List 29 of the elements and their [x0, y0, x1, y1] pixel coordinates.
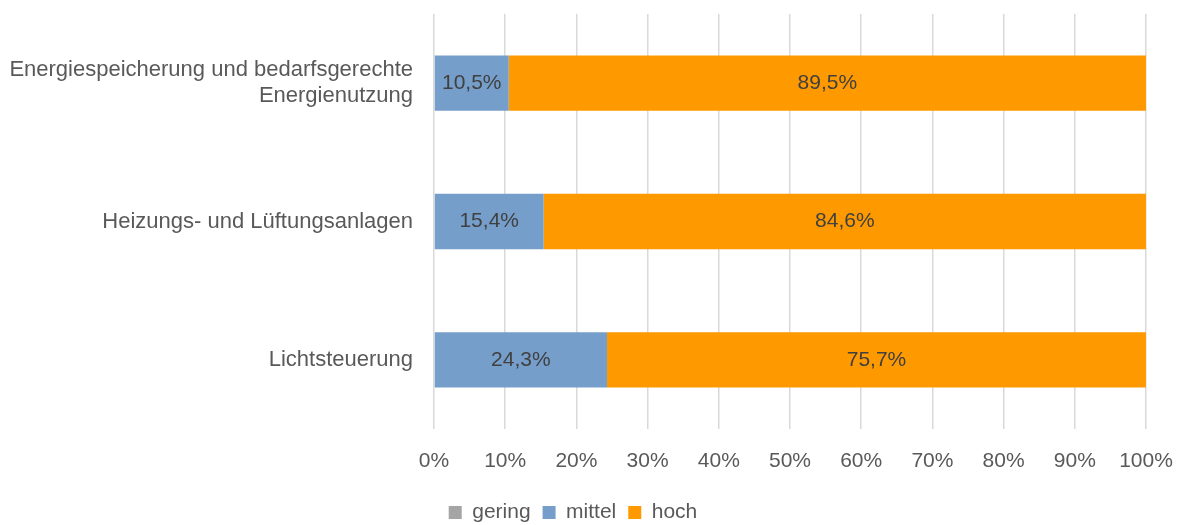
y-tick-label: Heizungs- und Lüftungsanlagen — [102, 207, 413, 233]
data-label: 24,3% — [491, 346, 551, 370]
x-tick-label: 90% — [1053, 448, 1096, 472]
legend-label: hoch — [651, 499, 698, 523]
x-tick-label: 30% — [626, 448, 669, 472]
bar — [543, 193, 1146, 250]
data-label: 75,7% — [846, 346, 907, 370]
x-tick-label: 80% — [982, 448, 1025, 472]
x-tick-label: 40% — [697, 448, 740, 472]
bar — [434, 193, 544, 250]
bar — [607, 332, 1146, 388]
y-tick-label: Energiespeicherung und bedarfsgerechte Energienutzung — [9, 56, 413, 108]
x-tick-label: 50% — [768, 448, 812, 472]
x-tick-label: 0% — [418, 448, 450, 472]
data-label: 15,4% — [459, 208, 519, 232]
data-label: 10,5% — [441, 69, 502, 93]
y-tick-label: Lichtsteuerung — [268, 345, 413, 371]
x-tick-label: 60% — [840, 448, 883, 472]
x-tick-label: 70% — [911, 448, 954, 472]
data-label: 84,6% — [815, 208, 875, 232]
bar — [508, 55, 1146, 111]
legend-label: mittel — [566, 499, 617, 523]
legend-label: gering — [472, 499, 531, 523]
x-tick-label: 20% — [555, 448, 598, 472]
bar — [434, 55, 509, 111]
bar — [434, 332, 608, 388]
x-tick-label: 100% — [1119, 448, 1173, 472]
x-tick-label: 10% — [484, 448, 527, 472]
data-label: 89,5% — [797, 69, 858, 93]
